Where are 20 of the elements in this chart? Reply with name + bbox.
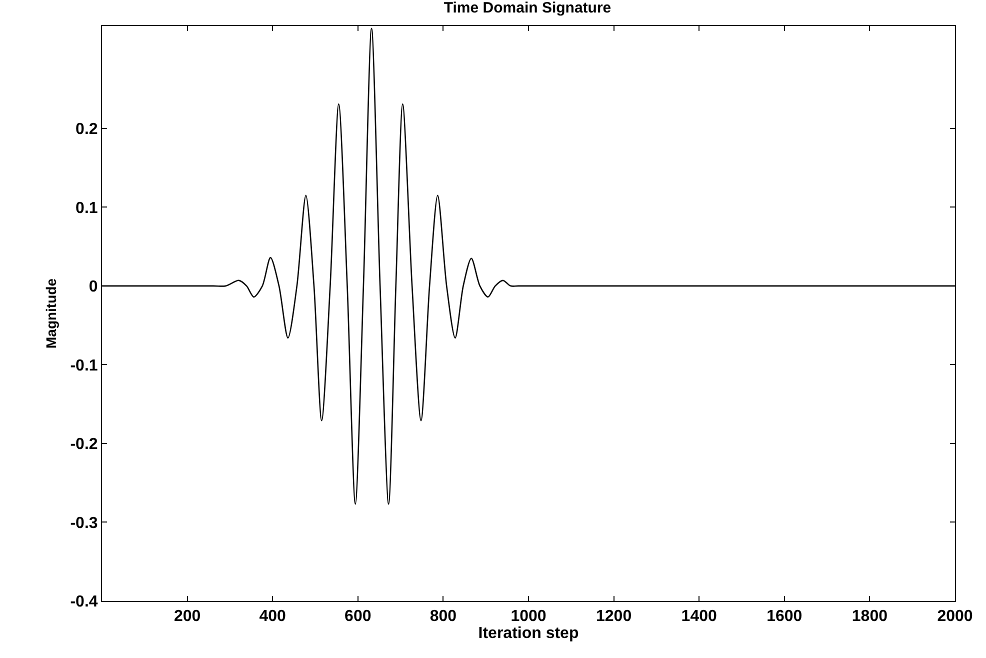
x-tick-label: 1400	[681, 608, 717, 626]
x-tick-label: 600	[344, 608, 372, 626]
x-tick-label: 1200	[596, 608, 632, 626]
x-tick-label: 200	[174, 608, 201, 626]
x-axis-title: Iteration step	[478, 625, 579, 642]
x-tick-label: 1800	[852, 608, 888, 626]
chart-title: Time Domain Signature	[444, 0, 612, 16]
x-tick-label: 800	[430, 608, 457, 626]
y-axis-title: Magnitude	[42, 278, 59, 348]
y-tick-label: -0.1	[70, 357, 98, 374]
x-tick-label: 2000	[937, 608, 973, 626]
x-tick-label: 1600	[766, 608, 802, 626]
y-tick-label: 0	[88, 278, 98, 296]
y-tick-label: 0.2	[76, 121, 98, 138]
x-tick-label: 400	[259, 608, 286, 626]
x-tick-label: 1000	[510, 608, 546, 626]
y-tick-label: -0.2	[70, 436, 98, 454]
y-tick-label: -0.3	[70, 514, 98, 532]
y-tick-label: -0.4	[70, 594, 98, 611]
y-tick-label: 0.1	[76, 200, 98, 217]
